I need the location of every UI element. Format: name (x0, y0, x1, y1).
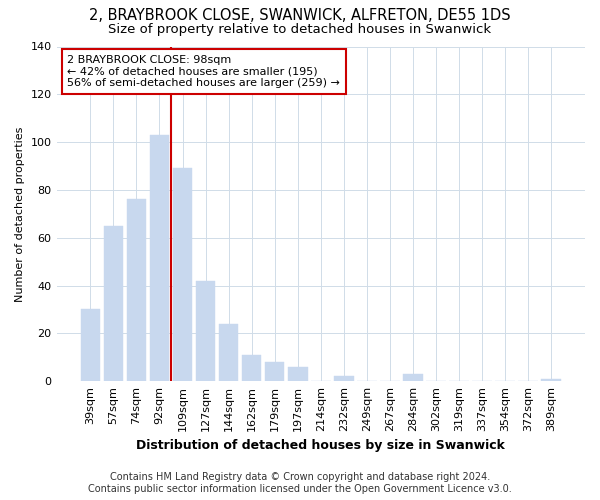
Bar (403, 374, 423, 381)
Bar (334, 376, 353, 381)
Text: Size of property relative to detached houses in Swanwick: Size of property relative to detached ho… (109, 22, 491, 36)
Bar (219, 324, 238, 381)
Text: 2 BRAYBROOK CLOSE: 98sqm
← 42% of detached houses are smaller (195)
56% of semi-: 2 BRAYBROOK CLOSE: 98sqm ← 42% of detach… (67, 55, 340, 88)
X-axis label: Distribution of detached houses by size in Swanwick: Distribution of detached houses by size … (136, 440, 505, 452)
Bar (104, 226, 123, 381)
Bar (80, 310, 100, 381)
Bar (149, 135, 169, 381)
Bar (196, 281, 215, 381)
Text: 2, BRAYBROOK CLOSE, SWANWICK, ALFRETON, DE55 1DS: 2, BRAYBROOK CLOSE, SWANWICK, ALFRETON, … (89, 8, 511, 22)
Bar (127, 200, 146, 381)
Bar (242, 355, 262, 381)
Text: Contains HM Land Registry data © Crown copyright and database right 2024.
Contai: Contains HM Land Registry data © Crown c… (88, 472, 512, 494)
Bar (173, 168, 193, 381)
Bar (288, 367, 308, 381)
Bar (265, 362, 284, 381)
Y-axis label: Number of detached properties: Number of detached properties (15, 126, 25, 302)
Bar (541, 379, 561, 381)
